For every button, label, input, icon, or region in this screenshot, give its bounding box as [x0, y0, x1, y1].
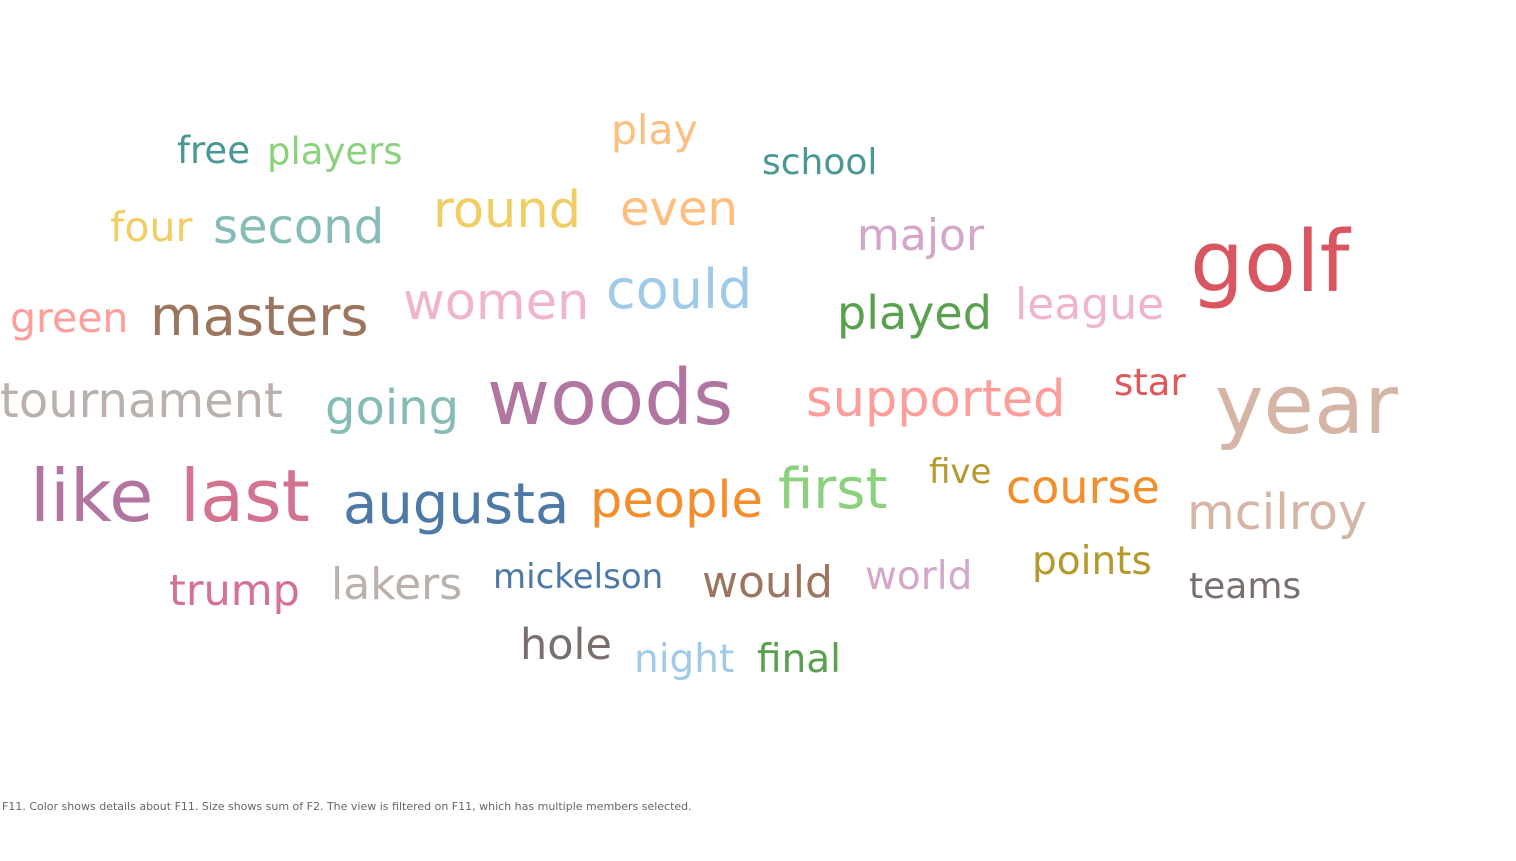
word-second[interactable]: second [213, 199, 385, 255]
word-first[interactable]: first [778, 457, 888, 522]
word-world[interactable]: world [865, 554, 973, 599]
word-free[interactable]: free [177, 129, 250, 172]
word-points[interactable]: points [1032, 539, 1152, 584]
word-would[interactable]: would [702, 557, 833, 608]
word-school[interactable]: school [762, 142, 878, 183]
word-green[interactable]: green [10, 294, 129, 342]
word-final[interactable]: final [757, 637, 842, 682]
word-cloud: golf year woods like last augusta first masters… [0, 106, 1398, 682]
word-people[interactable]: people [590, 471, 763, 530]
word-masters[interactable]: masters [150, 285, 369, 348]
word-supported[interactable]: supported [806, 370, 1066, 429]
word-four[interactable]: four [110, 203, 193, 251]
word-star[interactable]: star [1114, 361, 1186, 404]
word-augusta[interactable]: augusta [343, 472, 570, 537]
word-players[interactable]: players [267, 130, 403, 173]
word-teams[interactable]: teams [1189, 566, 1302, 607]
word-golf[interactable]: golf [1190, 213, 1350, 312]
word-going[interactable]: going [325, 380, 460, 436]
word-mcilroy[interactable]: mcilroy [1187, 484, 1367, 541]
word-league[interactable]: league [1015, 279, 1165, 330]
word-hole[interactable]: hole [520, 620, 612, 670]
chart-caption: F11. Color shows details about F11. Size… [2, 800, 692, 813]
word-last[interactable]: last [180, 454, 310, 538]
word-women[interactable]: women [403, 273, 590, 332]
word-night[interactable]: night [634, 637, 735, 682]
word-year[interactable]: year [1215, 358, 1398, 453]
word-like[interactable]: like [30, 454, 154, 538]
word-round[interactable]: round [433, 181, 582, 240]
word-could[interactable]: could [606, 258, 753, 321]
word-even[interactable]: even [620, 181, 738, 237]
word-course[interactable]: course [1006, 460, 1160, 514]
word-woods[interactable]: woods [487, 354, 734, 443]
word-trump[interactable]: trump [169, 566, 300, 616]
word-played[interactable]: played [837, 286, 992, 340]
word-lakers[interactable]: lakers [331, 559, 463, 610]
word-tournament[interactable]: tournament [0, 373, 283, 429]
word-major[interactable]: major [857, 210, 985, 261]
word-play[interactable]: play [611, 106, 698, 154]
word-mickelson[interactable]: mickelson [493, 557, 664, 597]
word-five[interactable]: five [929, 452, 992, 492]
